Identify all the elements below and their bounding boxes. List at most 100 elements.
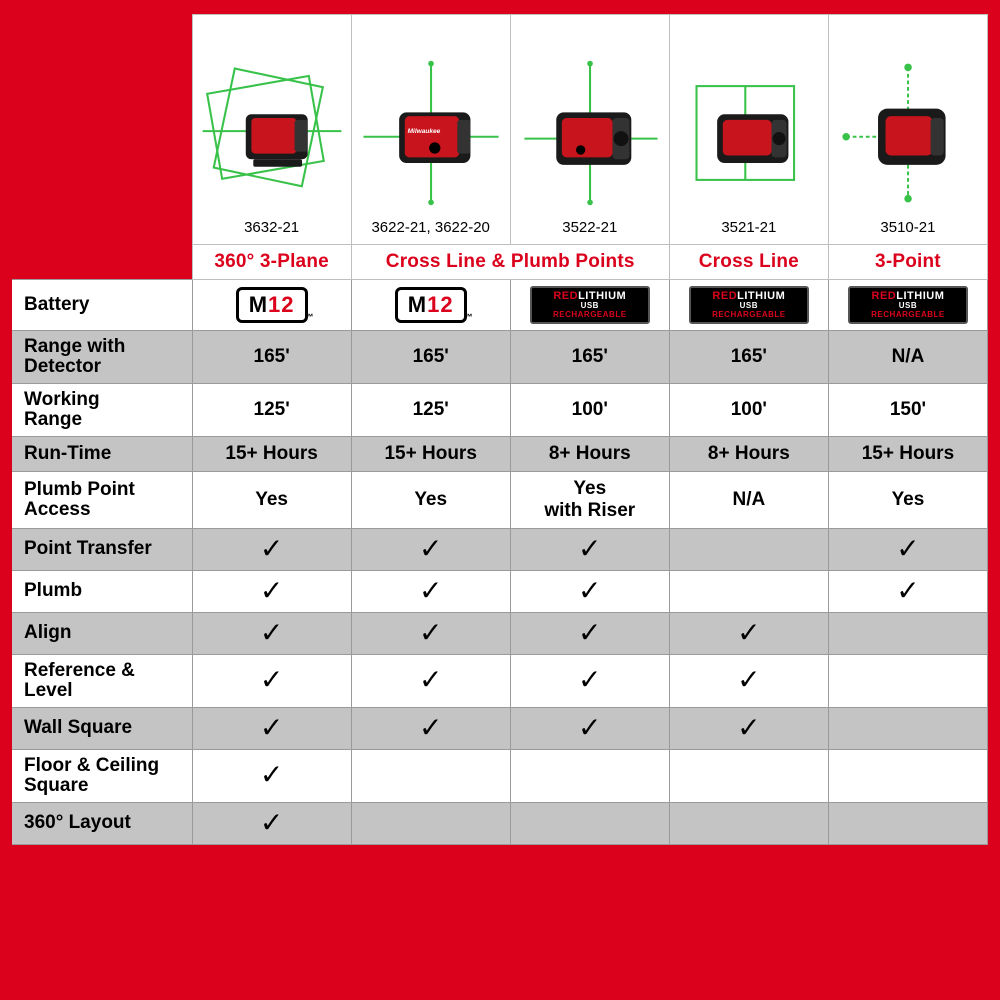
redlithium-badge: REDLITHIUMUSBRECHARGEABLE [848, 286, 968, 324]
category-header: 360° 3-Plane [192, 245, 351, 280]
table-row-align: Align ✓ ✓ ✓ ✓ [12, 612, 988, 654]
feature-value [669, 570, 828, 612]
product-illustration-crossline [674, 53, 824, 213]
feature-value: ✓ [828, 570, 987, 612]
product-illustration-360 [197, 53, 347, 213]
feature-value [669, 802, 828, 844]
category-header: Cross Line [669, 245, 828, 280]
feature-value: 8+ Hours [669, 436, 828, 471]
feature-value: ✓ [510, 654, 669, 707]
check-icon: ✓ [260, 533, 283, 564]
feature-value: ✓ [192, 749, 351, 802]
category-row: 360° 3-Plane Cross Line & Plumb Points C… [12, 245, 988, 280]
redlithium-badge: REDLITHIUMUSBRECHARGEABLE [530, 286, 650, 324]
check-icon: ✓ [260, 807, 283, 838]
table-row-working_range: WorkingRange125'125'100'100'150' [12, 383, 988, 436]
feature-value: ✓ [192, 612, 351, 654]
feature-value: ✓ [669, 707, 828, 749]
product-cell-2: Milwaukee 3622-21, 3622-20 [351, 15, 510, 245]
feature-value: 100' [510, 383, 669, 436]
feature-value: 15+ Hours [351, 436, 510, 471]
table-row-run_time: Run-Time15+ Hours15+ Hours8+ Hours8+ Hou… [12, 436, 988, 471]
feature-value: 15+ Hours [828, 436, 987, 471]
feature-value: ✓ [669, 612, 828, 654]
feature-label: Plumb PointAccess [12, 471, 192, 528]
check-icon: ✓ [896, 575, 919, 606]
feature-value: 165' [351, 331, 510, 384]
check-icon: ✓ [419, 664, 442, 695]
feature-value: ✓ [510, 528, 669, 570]
m12-badge: M12 [236, 287, 308, 323]
feature-label: Battery [12, 280, 192, 331]
feature-value: M12 [351, 280, 510, 331]
feature-value: ✓ [192, 707, 351, 749]
check-icon: ✓ [260, 664, 283, 695]
feature-value: 125' [351, 383, 510, 436]
feature-value [351, 749, 510, 802]
feature-value: 125' [192, 383, 351, 436]
blank-corner [12, 15, 192, 245]
feature-value [510, 749, 669, 802]
check-icon: ✓ [260, 617, 283, 648]
feature-label: Point Transfer [12, 528, 192, 570]
feature-label: Align [12, 612, 192, 654]
feature-value: Yeswith Riser [510, 471, 669, 528]
check-icon: ✓ [737, 664, 760, 695]
feature-label: Plumb [12, 570, 192, 612]
model-number: 3521-21 [674, 219, 824, 236]
svg-text:Milwaukee: Milwaukee [407, 128, 440, 135]
feature-value: 165' [669, 331, 828, 384]
feature-value: Yes [192, 471, 351, 528]
feature-value [828, 612, 987, 654]
feature-value: 8+ Hours [510, 436, 669, 471]
product-cell-5: 3510-21 [828, 15, 987, 245]
feature-value: 165' [192, 331, 351, 384]
product-cell-4: 3521-21 [669, 15, 828, 245]
table-row-floor_ceiling: Floor & CeilingSquare✓ [12, 749, 988, 802]
feature-label: Reference &Level [12, 654, 192, 707]
check-icon: ✓ [419, 533, 442, 564]
feature-value [828, 707, 987, 749]
feature-value: ✓ [351, 707, 510, 749]
feature-value: ✓ [510, 612, 669, 654]
check-icon: ✓ [260, 759, 283, 790]
check-icon: ✓ [419, 617, 442, 648]
table-row-battery: Battery M12 M12 REDLITHIUMUSBRECHARGEABLE RE… [12, 280, 988, 331]
check-icon: ✓ [737, 712, 760, 743]
table-row-range_detector: Range withDetector165'165'165'165'N/A [12, 331, 988, 384]
feature-value: ✓ [669, 654, 828, 707]
table-row-layout360: 360° Layout ✓ [12, 802, 988, 844]
feature-value: ✓ [351, 528, 510, 570]
product-illustration-crossline-plumb-m12: Milwaukee [356, 53, 506, 213]
feature-value: REDLITHIUMUSBRECHARGEABLE [669, 280, 828, 331]
check-icon: ✓ [260, 712, 283, 743]
feature-value: 150' [828, 383, 987, 436]
check-icon: ✓ [260, 575, 283, 606]
feature-value [828, 749, 987, 802]
check-icon: ✓ [578, 664, 601, 695]
feature-value: ✓ [351, 570, 510, 612]
feature-value: Yes [351, 471, 510, 528]
table-row-ref_level: Reference &Level ✓ ✓ ✓ ✓ [12, 654, 988, 707]
feature-value: ✓ [192, 528, 351, 570]
feature-value: ✓ [510, 707, 669, 749]
product-cell-3: 3522-21 [510, 15, 669, 245]
feature-label: Run-Time [12, 436, 192, 471]
feature-label: 360° Layout [12, 802, 192, 844]
feature-value [669, 749, 828, 802]
feature-value: M12 [192, 280, 351, 331]
feature-value: 100' [669, 383, 828, 436]
check-icon: ✓ [419, 575, 442, 606]
category-header: 3-Point [828, 245, 987, 280]
feature-value [351, 802, 510, 844]
feature-value: ✓ [192, 802, 351, 844]
model-number: 3632-21 [197, 219, 347, 236]
feature-value [828, 802, 987, 844]
check-icon: ✓ [578, 617, 601, 648]
check-icon: ✓ [419, 712, 442, 743]
feature-label: Wall Square [12, 707, 192, 749]
feature-value [669, 528, 828, 570]
model-number: 3622-21, 3622-20 [356, 219, 506, 236]
feature-value: ✓ [351, 654, 510, 707]
feature-label: Range withDetector [12, 331, 192, 384]
